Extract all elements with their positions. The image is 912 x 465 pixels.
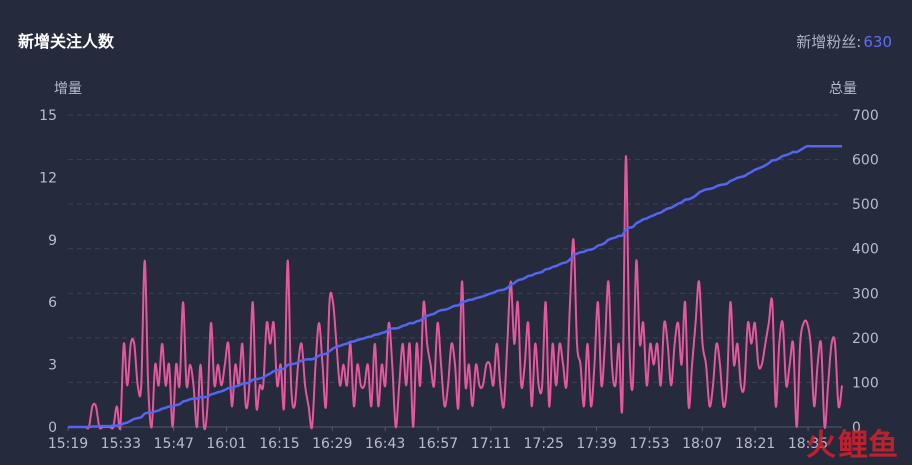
new-fans-value: 630	[863, 33, 892, 51]
new-fans-label: 新增粉丝:	[796, 33, 862, 51]
x-tick-label: 16:43	[365, 436, 405, 452]
left-tick-label: 12	[39, 170, 57, 186]
right-axis-label: 总量	[829, 81, 857, 97]
x-tick-label: 15:19	[48, 436, 88, 452]
right-tick-label: 400	[852, 242, 879, 258]
left-tick-label: 3	[48, 358, 57, 374]
series	[68, 144, 843, 431]
left-tick-label: 0	[48, 420, 57, 436]
x-tick-label: 16:57	[418, 436, 458, 452]
x-tick-label: 15:33	[101, 436, 141, 452]
right-tick-label: 500	[852, 197, 879, 213]
x-tick-label: 16:01	[206, 436, 246, 452]
x-tick-label: 17:39	[576, 436, 616, 452]
right-tick-label: 0	[852, 420, 861, 436]
axes: 0 3 6 9 12 15 0 100 200 300 400 500 600 700 15:19 15:33…	[39, 108, 879, 452]
x-tick-label: 18:35	[788, 436, 828, 452]
x-tick-label: 18:07	[682, 436, 722, 452]
x-tick-label: 15:47	[154, 436, 194, 452]
chart-title: 新增关注人数	[18, 32, 115, 51]
left-tick-label: 6	[48, 295, 57, 311]
left-axis-label: 增量	[54, 81, 82, 97]
right-tick-label: 300	[852, 286, 879, 302]
x-tick-label: 17:25	[524, 436, 564, 452]
right-tick-label: 600	[852, 153, 879, 169]
right-tick-label: 100	[852, 375, 879, 391]
x-tick-label: 16:15	[259, 436, 299, 452]
new-fans-summary: 新增粉丝: 630	[796, 31, 892, 52]
series-line-increment	[68, 155, 843, 431]
left-tick-label: 15	[39, 108, 57, 124]
watermark-logo: 火 鲤鱼	[806, 431, 898, 461]
series-line-total	[68, 144, 842, 429]
x-tick-label: 17:11	[471, 436, 511, 452]
watermark-fish-glyph: 鲤鱼	[838, 428, 898, 463]
x-tick-label: 16:29	[312, 436, 352, 452]
right-tick-label: 700	[852, 108, 879, 124]
left-tick-label: 9	[48, 233, 57, 249]
x-tick-label: 17:53	[629, 436, 669, 452]
right-tick-label: 200	[852, 331, 879, 347]
x-tick-label: 18:21	[735, 436, 775, 452]
watermark-fire-glyph: 火	[806, 428, 836, 463]
grid-lines	[68, 114, 842, 383]
